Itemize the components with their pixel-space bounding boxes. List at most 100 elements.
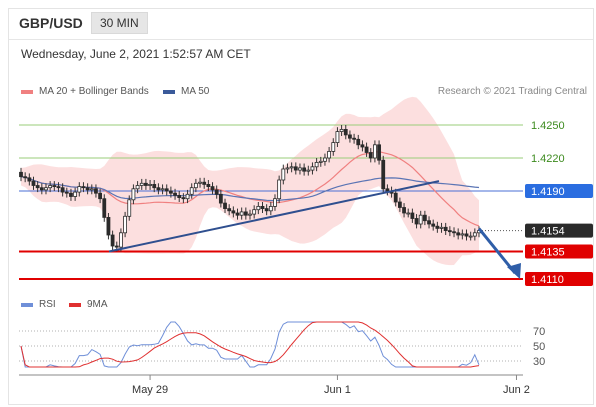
legend-ma50: MA 50 — [163, 86, 209, 97]
candle — [227, 204, 232, 216]
candle-body — [144, 182, 148, 186]
candle-body — [27, 177, 32, 182]
candle — [64, 187, 69, 198]
candle — [131, 184, 136, 205]
candle-body — [127, 199, 132, 217]
candle — [173, 188, 177, 200]
legend-rsi: RSI — [21, 299, 56, 310]
candle-body — [331, 142, 336, 152]
candle-body — [202, 181, 207, 185]
candle — [468, 231, 473, 241]
candle-body — [239, 211, 244, 216]
candle-body — [164, 188, 169, 192]
candle — [447, 226, 452, 237]
candle-body — [268, 205, 273, 212]
candle — [148, 180, 152, 190]
candle-body — [131, 188, 136, 201]
candle-body — [189, 187, 194, 195]
ma9-label: 9MA — [87, 299, 108, 310]
candle — [439, 222, 444, 233]
candle-body — [360, 144, 365, 148]
candle — [44, 183, 48, 195]
candle-body — [173, 192, 177, 196]
projection-arrow — [477, 227, 517, 274]
candle-body — [402, 207, 406, 214]
candle — [35, 181, 40, 193]
candle-body — [243, 211, 248, 216]
timestamp: Wednesday, June 2, 2021 1:52:57 AM CET — [21, 47, 251, 61]
projection-arrowhead — [507, 263, 521, 279]
ma50-swatch — [163, 89, 175, 94]
rsi-tick-70: 70 — [533, 326, 545, 338]
candle — [323, 153, 327, 166]
candle — [264, 204, 269, 216]
candle-body — [368, 152, 373, 159]
rsi-panel: 70 50 30 — [19, 321, 545, 368]
candle-body — [343, 129, 348, 136]
candle — [431, 219, 436, 231]
candle — [256, 202, 261, 215]
candle-body — [206, 183, 211, 187]
candle — [152, 180, 157, 193]
legend-9ma: 9MA — [69, 299, 108, 310]
candle-body — [410, 212, 415, 219]
candle-body — [385, 188, 390, 192]
candle — [360, 140, 365, 152]
candle — [443, 222, 448, 235]
candle-body — [119, 232, 123, 248]
time-tick-label: Jun 1 — [324, 384, 351, 396]
candle-body — [310, 166, 315, 171]
time-tick-label: May 29 — [132, 384, 168, 396]
candle — [89, 184, 94, 195]
candles — [19, 125, 481, 252]
candle — [414, 214, 419, 229]
timeframe-button[interactable]: 30 MIN — [91, 12, 148, 34]
candle — [198, 177, 202, 188]
candle-body — [48, 185, 53, 189]
candle-body — [210, 186, 215, 191]
candle — [127, 195, 132, 221]
level-label-box-1.4154 — [525, 223, 593, 238]
level-labels: 1.4250 1.4220 1.4190 1.4154 1.4135 1.4110 — [525, 120, 593, 286]
candle — [243, 207, 248, 220]
candle-body — [435, 225, 440, 229]
candle-body — [114, 245, 119, 248]
rsi-tick-30: 30 — [533, 356, 545, 368]
candle — [364, 142, 369, 157]
candle — [352, 133, 356, 144]
candle-body — [235, 212, 240, 216]
candle — [110, 230, 115, 251]
candle-body — [44, 187, 48, 191]
candle-body — [356, 138, 361, 146]
candle — [123, 211, 127, 238]
candle-body — [472, 232, 477, 237]
candle-body — [177, 194, 182, 198]
candle-body — [85, 187, 90, 191]
candle-body — [277, 179, 282, 200]
candle-body — [414, 218, 419, 225]
candle — [193, 178, 198, 193]
candle-body — [418, 214, 423, 225]
candle — [452, 227, 456, 238]
candle — [331, 138, 336, 156]
level-label-1.4190: 1.4190 — [531, 186, 565, 198]
candle — [381, 155, 386, 194]
candle — [23, 172, 28, 183]
candle — [298, 163, 302, 175]
candle — [239, 207, 244, 220]
candle — [81, 182, 86, 193]
candle — [397, 197, 402, 212]
level-label-1.4110: 1.4110 — [531, 274, 564, 286]
candle-body — [314, 161, 319, 168]
rsi-swatch — [21, 302, 33, 307]
bollinger-band-fill — [21, 96, 479, 266]
ma20-swatch — [21, 89, 33, 94]
candle — [310, 162, 315, 175]
candle-body — [73, 191, 78, 197]
candle-body — [427, 220, 431, 225]
price-chart: 1.4250 1.4220 1.4190 1.4154 1.4135 1.4110 70 5… — [19, 96, 593, 396]
candle — [472, 228, 477, 241]
candle — [348, 130, 352, 143]
candle — [435, 221, 440, 233]
candle — [139, 178, 144, 190]
